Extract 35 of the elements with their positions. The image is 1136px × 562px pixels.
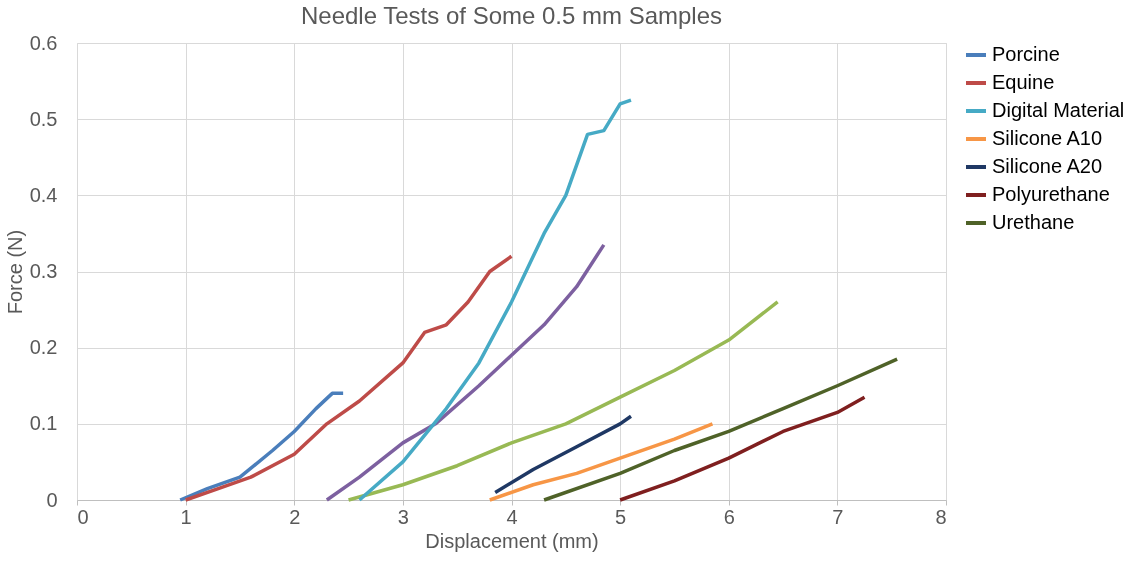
line-series xyxy=(178,391,345,502)
x-tick-label: 6 xyxy=(723,505,735,528)
y-tick-label: 0.5 xyxy=(29,107,58,130)
x-tick-label: 1 xyxy=(180,505,192,528)
legend-label: Digital Material xyxy=(992,99,1125,121)
legend-label: Silicone A20 xyxy=(992,155,1103,177)
line-series xyxy=(357,98,633,502)
line-series xyxy=(488,422,715,502)
x-tick-label: 2 xyxy=(289,505,301,528)
x-tick-label: 3 xyxy=(397,505,409,528)
y-tick-label: 0.1 xyxy=(29,412,58,435)
line-series xyxy=(493,414,633,495)
legend-label: Equine xyxy=(992,71,1055,93)
legend-label: Silicone A10 xyxy=(992,127,1103,149)
line-series xyxy=(542,357,899,502)
line-series xyxy=(618,395,867,502)
chart-title: Needle Tests of Some 0.5 mm Samples xyxy=(300,2,723,29)
y-tick-label: 0.2 xyxy=(29,336,58,359)
legend-label: Polyurethane xyxy=(992,183,1110,205)
legend-label: Porcine xyxy=(992,43,1060,65)
y-tick-label: 0.6 xyxy=(29,31,58,54)
y-axis-title: Force (N) xyxy=(3,229,26,315)
legend-label: Urethane xyxy=(992,211,1075,233)
x-axis-title: Displacement (mm) xyxy=(425,529,599,552)
x-tick-label: 5 xyxy=(615,505,627,528)
x-tick-label: 8 xyxy=(935,505,947,528)
y-tick-label: 0.3 xyxy=(29,260,58,282)
y-tick-label: 0 xyxy=(46,488,58,511)
line-series xyxy=(183,254,514,502)
x-tick-label: 7 xyxy=(832,505,844,528)
line-series xyxy=(346,300,780,502)
x-tick-label: 4 xyxy=(506,505,518,528)
y-tick-label: 0.4 xyxy=(29,183,58,206)
line-series xyxy=(325,243,606,502)
x-tick-label: 0 xyxy=(77,505,89,528)
